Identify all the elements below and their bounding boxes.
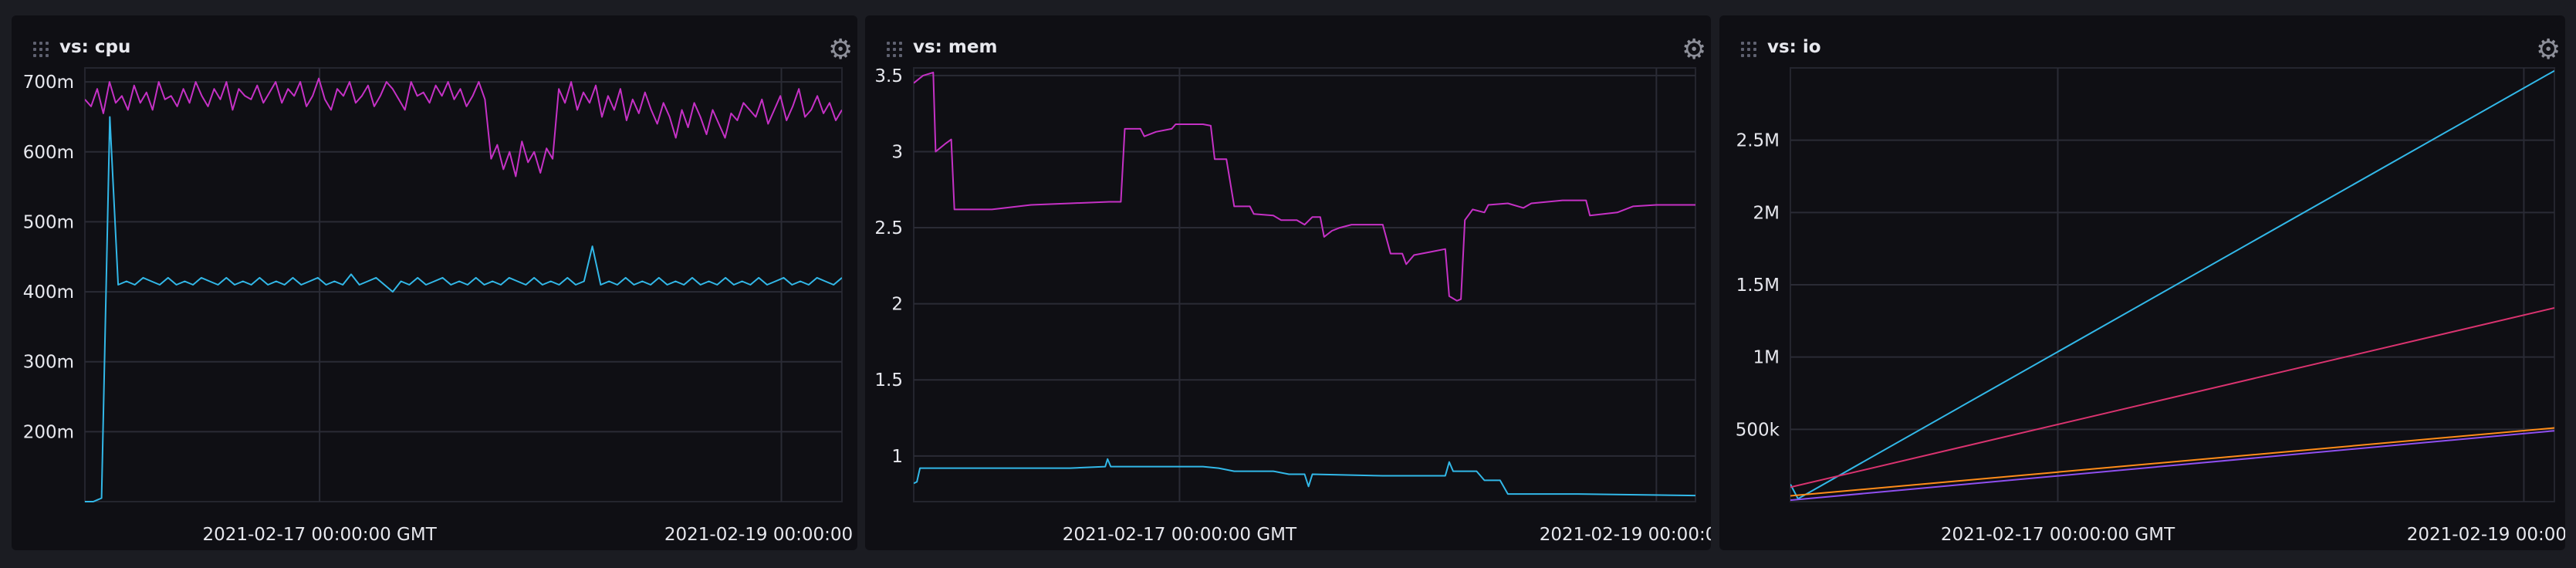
y-tick-label: 1.5 <box>874 370 903 390</box>
y-tick-label: 1.5M <box>1736 276 1780 296</box>
series-line <box>914 71 1695 302</box>
series-line <box>85 77 842 178</box>
y-tick-label: 2.5 <box>874 218 903 238</box>
cell-io: vs: io ⚙ 500k 1M 1.5M 2M 2.5M 2021-02-17 00:0… <box>1719 15 2565 550</box>
x-tick-label: 2021-02-17 00:00:00 GMT <box>1063 525 1297 545</box>
x-tick-label: 2021-02-19 00:00:00 GMT <box>2407 525 2565 545</box>
y-tick-label: 300m <box>23 353 74 373</box>
cell-header: vs: cpu ⚙ <box>12 15 857 64</box>
series-line <box>1790 307 2554 489</box>
x-tick-label: 2021-02-19 00:00:00 GMT <box>664 525 857 545</box>
series-line <box>1790 430 2554 502</box>
cell-mem: vs: mem ⚙ 1 1.5 2 2.5 3 3.5 2021-02-17 00:00:0… <box>865 15 1711 550</box>
y-tick-label: 2 <box>891 295 903 315</box>
cell-cpu: vs: cpu ⚙ 200m 300m 400m 500m 600m 700m 2021-0… <box>12 15 857 550</box>
line-chart: 1 1.5 2 2.5 3 3.5 2021-02-17 00:00:00 GMT 2021-… <box>874 66 1711 545</box>
cell-header: vs: io ⚙ <box>1719 15 2565 64</box>
line-chart: 200m 300m 400m 500m 600m 700m 2021-02-17 00:00… <box>23 67 857 545</box>
y-tick-label: 3 <box>891 142 903 162</box>
drag-handle-icon[interactable] <box>887 42 902 57</box>
plot-area <box>84 67 843 502</box>
plot-area <box>913 67 1696 502</box>
gear-icon[interactable]: ⚙ <box>2536 34 2561 66</box>
cell-header: vs: mem ⚙ <box>865 15 1711 64</box>
cell-title: vs: cpu <box>59 37 131 57</box>
y-tick-label: 400m <box>23 282 74 303</box>
y-tick-label: 600m <box>23 143 74 163</box>
x-tick-label: 2021-02-17 00:00:00 GMT <box>202 525 437 545</box>
y-tick-label: 1 <box>891 447 903 467</box>
gear-icon[interactable]: ⚙ <box>828 34 854 66</box>
y-tick-label: 500m <box>23 212 74 232</box>
series-line <box>85 116 842 502</box>
cell-title: vs: mem <box>913 37 998 57</box>
y-tick-label: 2M <box>1753 203 1780 223</box>
y-tick-label: 500k <box>1736 420 1780 440</box>
cell-title: vs: io <box>1767 37 1821 57</box>
drag-handle-icon[interactable] <box>1741 42 1756 57</box>
y-tick-label: 1M <box>1753 348 1780 368</box>
x-tick-label: 2021-02-17 00:00:00 GMT <box>1941 525 2175 545</box>
y-tick-label: 200m <box>23 422 74 442</box>
line-chart: 500k 1M 1.5M 2M 2.5M 2021-02-17 00:00:00 GMT 2… <box>1736 67 2565 545</box>
drag-handle-icon[interactable] <box>33 42 49 57</box>
y-tick-label: 3.5 <box>874 66 903 86</box>
series-line <box>914 458 1695 497</box>
y-tick-label: 700m <box>23 73 74 93</box>
gear-icon[interactable]: ⚙ <box>1682 34 1707 66</box>
y-tick-label: 2.5M <box>1736 131 1780 151</box>
x-tick-label: 2021-02-19 00:00:00 GMT <box>1540 525 1711 545</box>
series-line <box>1790 427 2554 497</box>
